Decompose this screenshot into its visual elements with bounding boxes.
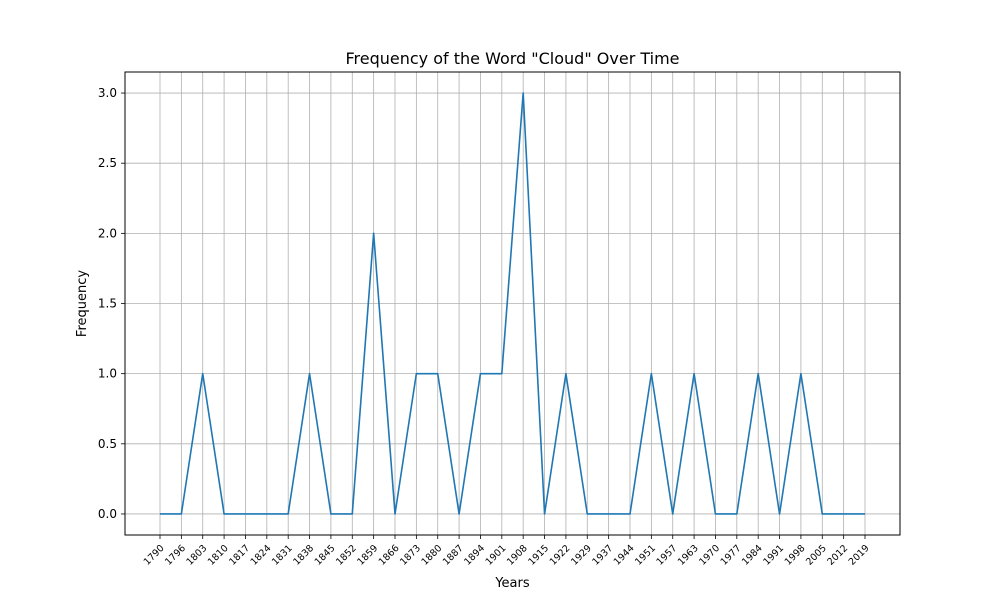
x-tick-label: 2005 (804, 543, 829, 568)
x-tick-label: 1880 (419, 543, 444, 568)
x-tick-label: 1970 (697, 543, 722, 568)
x-tick-label: 1915 (526, 543, 551, 568)
x-tick-label: 1852 (334, 543, 359, 568)
x-tick-label: 1929 (569, 543, 594, 568)
y-tick-label: 2.0 (98, 226, 117, 240)
chart-title: Frequency of the Word "Cloud" Over Time (345, 49, 679, 68)
x-tick-label: 1796 (163, 543, 188, 568)
x-tick-label: 1887 (441, 543, 466, 568)
x-tick-label: 1824 (249, 543, 274, 568)
x-tick-label: 1859 (355, 543, 380, 568)
x-tick-label: 1810 (206, 543, 231, 568)
x-tick-label: 1803 (184, 543, 209, 568)
x-tick-label: 1873 (398, 543, 423, 568)
x-tick-label: 1944 (612, 543, 637, 568)
x-tick-label: 1845 (313, 543, 338, 568)
x-tick-label: 1866 (377, 543, 402, 568)
x-tick-label: 1790 (142, 543, 167, 568)
x-tick-label: 2012 (825, 543, 850, 568)
series-line (160, 92, 865, 515)
x-tick-label: 1977 (719, 543, 744, 568)
y-tick-label: 1.5 (98, 297, 117, 311)
x-tick-label: 2019 (847, 543, 872, 568)
y-tick-label: 2.5 (98, 156, 117, 170)
x-tick-label: 1901 (484, 543, 509, 568)
x-tick-label: 1937 (590, 543, 615, 568)
y-axis-label: Frequency (75, 270, 90, 337)
x-tick-label: 1957 (654, 543, 679, 568)
y-tick-label: 1.0 (98, 367, 117, 381)
x-tick-label: 1894 (462, 543, 487, 568)
x-tick-label: 1951 (633, 543, 658, 568)
y-tick-label: 3.0 (98, 86, 117, 100)
x-axis-ticks: 1790179618031810181718241831183818451852… (142, 535, 872, 568)
grid (125, 72, 900, 535)
x-tick-label: 1998 (783, 543, 808, 568)
y-tick-label: 0.5 (98, 437, 117, 451)
y-axis-ticks: 0.0 0.5 1.0 1.5 2.0 2.5 3.0 (98, 86, 125, 521)
x-tick-label: 1963 (676, 543, 701, 568)
x-tick-label: 1838 (291, 543, 316, 568)
y-tick-label: 0.0 (98, 507, 117, 521)
x-tick-label: 1922 (548, 543, 573, 568)
x-tick-label: 1991 (761, 543, 786, 568)
x-tick-label: 1908 (505, 543, 530, 568)
x-tick-label: 1984 (740, 543, 765, 568)
x-tick-label: 1817 (227, 543, 252, 568)
series-line-group (160, 92, 865, 515)
x-tick-label: 1831 (270, 543, 295, 568)
x-axis-label: Years (494, 576, 530, 591)
